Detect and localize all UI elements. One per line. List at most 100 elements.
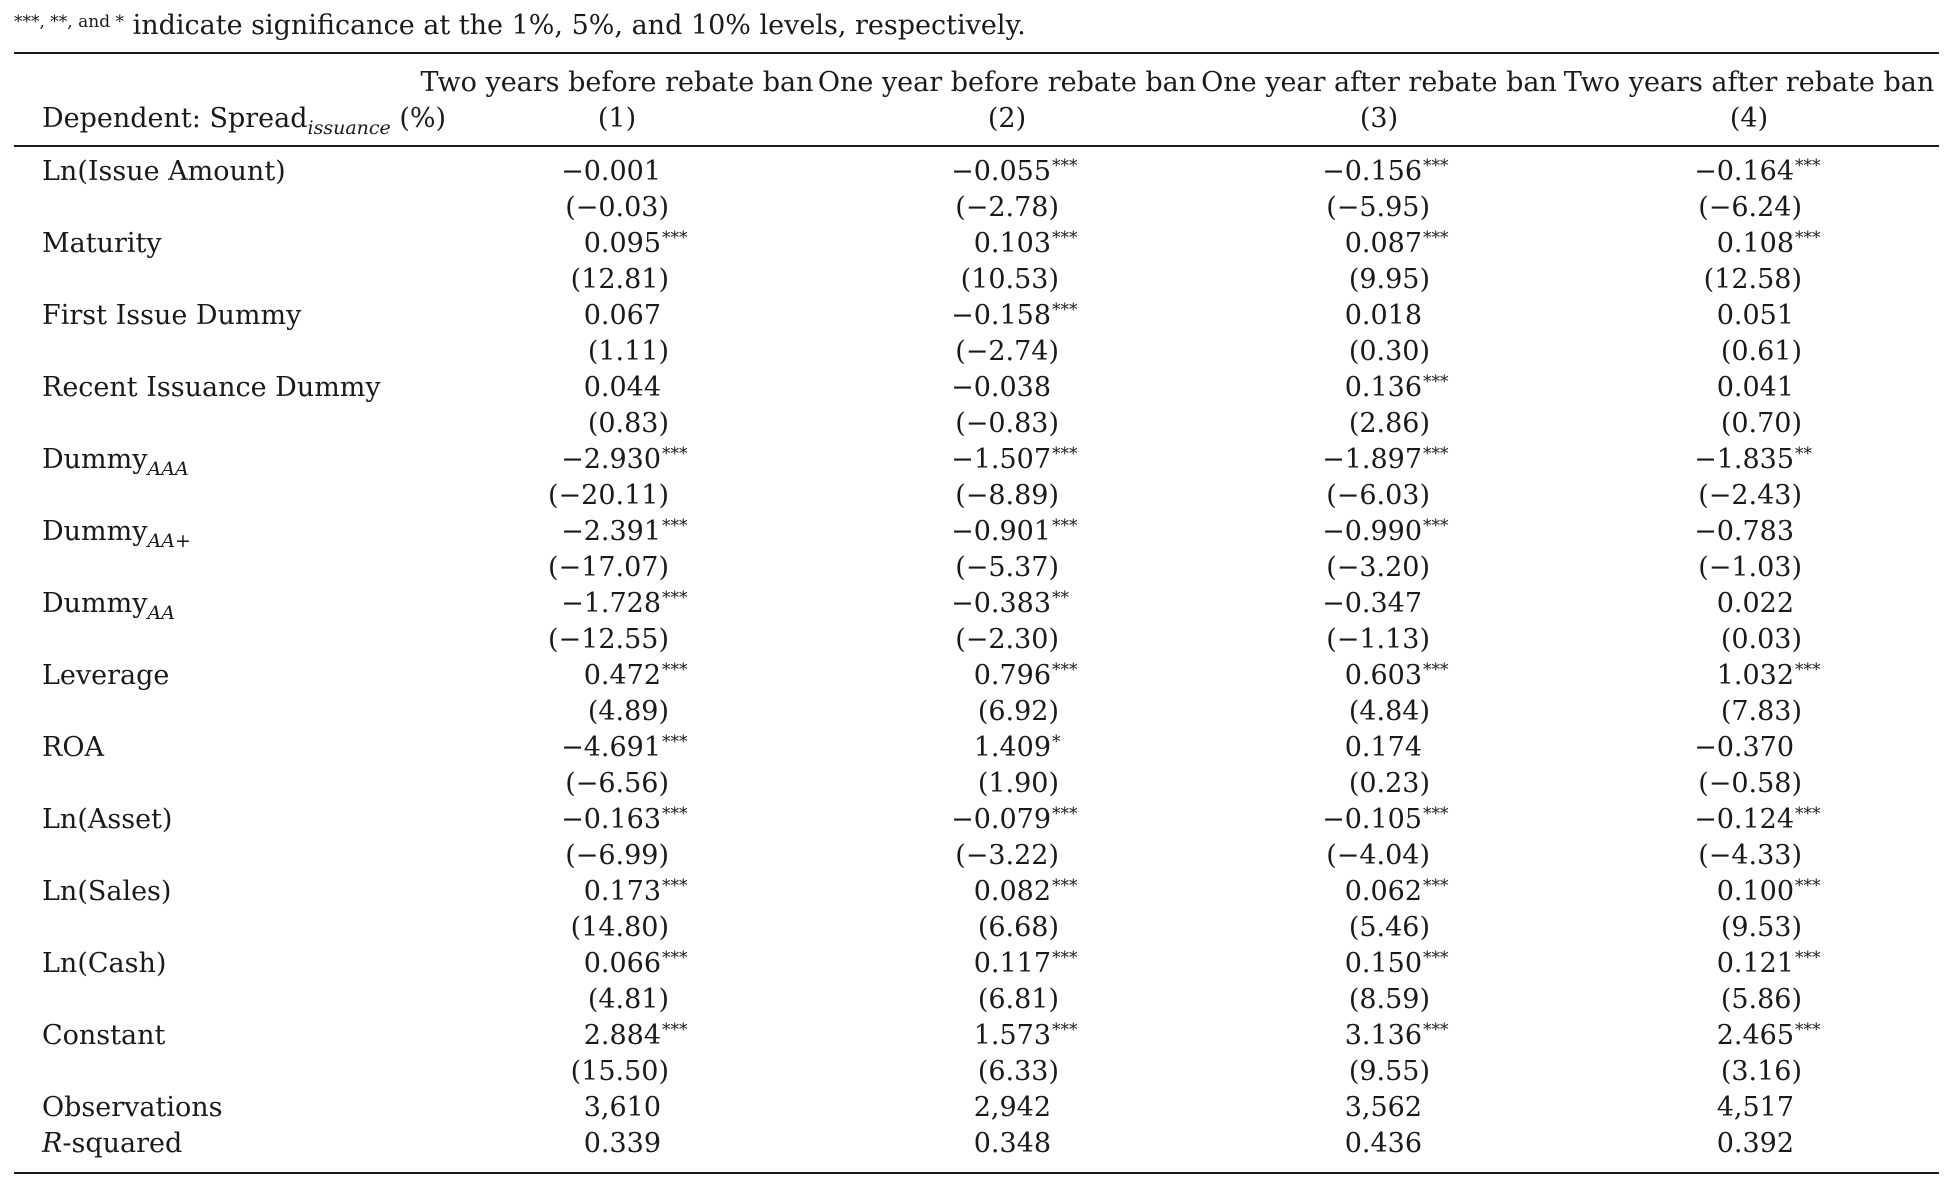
t-statistic-cell: (3.16) xyxy=(1720,1056,1802,1087)
coefficient-cell: −0.124 *** xyxy=(1594,802,1854,838)
coefficient-cell: −0.156 *** xyxy=(1222,154,1482,190)
t-statistic-cell: (15.50) xyxy=(570,1056,669,1087)
t-statistic-cell: (6.68) xyxy=(977,912,1059,943)
statistic-cell: 0.436 xyxy=(1344,1128,1422,1159)
coefficient-cell: −0.383 ** xyxy=(851,586,1111,622)
t-statistic-cell: (7.83) xyxy=(1720,696,1802,727)
t-statistic-cell: (9.95) xyxy=(1348,264,1430,295)
coefficient-cell: −1.897 *** xyxy=(1222,442,1482,478)
row-label: Ln(Asset) xyxy=(42,804,173,835)
statistic-cell: 0.339 xyxy=(583,1128,661,1159)
coefficient-cell: −0.164 *** xyxy=(1594,154,1854,190)
coefficient-cell: 0.018 xyxy=(1344,300,1422,331)
t-statistic-cell: (−2.30) xyxy=(955,624,1059,655)
dependent-variable-label: Dependent: Spreadissuance (%) xyxy=(42,103,447,139)
coefficient-cell: −2.930 *** xyxy=(461,442,721,478)
row-label: ROA xyxy=(42,732,104,763)
significance-stars: ** xyxy=(1795,444,1812,464)
significance-stars: *** xyxy=(1052,444,1078,464)
column-title-3: One year after rebate ban xyxy=(1201,67,1557,98)
significance-stars: *** xyxy=(662,1020,688,1040)
coefficient-cell: 1.409 * xyxy=(851,730,1111,766)
t-statistic-cell: (4.89) xyxy=(587,696,669,727)
header-rule xyxy=(14,145,1939,147)
coefficient-cell: −0.783 xyxy=(1694,516,1794,547)
row-label: Observations xyxy=(42,1092,223,1123)
t-statistic-cell: (−1.13) xyxy=(1326,624,1430,655)
coefficient-cell: 1.573 *** xyxy=(851,1018,1111,1054)
significance-stars: *** xyxy=(1423,228,1449,248)
t-statistic-cell: (0.70) xyxy=(1720,408,1802,439)
coefficient-cell: 0.095 *** xyxy=(461,226,721,262)
t-statistic-cell: (−2.43) xyxy=(1698,480,1802,511)
significance-stars: *** xyxy=(662,588,688,608)
t-statistic-cell: (−5.95) xyxy=(1326,192,1430,223)
t-statistic-cell: (6.92) xyxy=(977,696,1059,727)
row-label: Recent Issuance Dummy xyxy=(42,372,381,403)
significance-stars: *** xyxy=(1795,1020,1821,1040)
significance-stars: *** xyxy=(1423,804,1449,824)
coefficient-cell: 0.174 xyxy=(1344,732,1422,763)
t-statistic-cell: (−0.83) xyxy=(955,408,1059,439)
row-label: R-squared xyxy=(42,1128,183,1159)
row-label: Ln(Issue Amount) xyxy=(42,156,286,187)
significance-stars: *** xyxy=(1795,156,1821,176)
coefficient-cell: 0.136 *** xyxy=(1222,370,1482,406)
coefficient-cell: 0.067 xyxy=(583,300,661,331)
significance-stars: *** xyxy=(1052,300,1078,320)
row-label: Ln(Cash) xyxy=(42,948,167,979)
coefficient-cell: −0.055 *** xyxy=(851,154,1111,190)
coefficient-cell: 0.051 xyxy=(1716,300,1794,331)
coefficient-cell: −0.038 xyxy=(951,372,1051,403)
t-statistic-cell: (5.86) xyxy=(1720,984,1802,1015)
t-statistic-cell: (14.80) xyxy=(570,912,669,943)
coefficient-cell: −0.001 xyxy=(561,156,661,187)
coefficient-cell: −4.691 *** xyxy=(461,730,721,766)
column-number-4: (4) xyxy=(1729,103,1769,134)
coefficient-cell: 0.121 *** xyxy=(1594,946,1854,982)
coefficient-cell: −0.105 *** xyxy=(1222,802,1482,838)
statistic-cell: 2,942 xyxy=(973,1092,1051,1123)
coefficient-cell: −1.728 *** xyxy=(461,586,721,622)
bottom-rule xyxy=(14,1172,1939,1174)
t-statistic-cell: (−2.74) xyxy=(955,336,1059,367)
significance-stars: *** xyxy=(1423,660,1449,680)
t-statistic-cell: (9.53) xyxy=(1720,912,1802,943)
t-statistic-cell: (0.30) xyxy=(1348,336,1430,367)
significance-stars: *** xyxy=(1423,876,1449,896)
significance-stars: *** xyxy=(1795,948,1821,968)
coefficient-cell: 0.082 *** xyxy=(851,874,1111,910)
t-statistic-cell: (1.11) xyxy=(587,336,669,367)
significance-stars: *** xyxy=(1052,1020,1078,1040)
significance-stars: *** xyxy=(1795,804,1821,824)
coefficient-cell: −0.347 xyxy=(1322,588,1422,619)
coefficient-cell: −0.079 *** xyxy=(851,802,1111,838)
t-statistic-cell: (−5.37) xyxy=(955,552,1059,583)
coefficient-cell: 2.465 *** xyxy=(1594,1018,1854,1054)
column-title-1: Two years before rebate ban xyxy=(420,67,814,98)
significance-stars: *** xyxy=(1795,876,1821,896)
significance-stars: *** xyxy=(1795,660,1821,680)
t-statistic-cell: (−8.89) xyxy=(955,480,1059,511)
coefficient-cell: 0.041 xyxy=(1716,372,1794,403)
coefficient-cell: −0.370 xyxy=(1694,732,1794,763)
t-statistic-cell: (1.90) xyxy=(977,768,1059,799)
statistic-cell: 3,562 xyxy=(1344,1092,1422,1123)
t-statistic-cell: (−6.24) xyxy=(1698,192,1802,223)
coefficient-cell: −0.990 *** xyxy=(1222,514,1482,550)
t-statistic-cell: (5.46) xyxy=(1348,912,1430,943)
t-statistic-cell: (4.81) xyxy=(587,984,669,1015)
column-number-3: (3) xyxy=(1359,103,1399,134)
coefficient-cell: 0.117 *** xyxy=(851,946,1111,982)
significance-stars: *** xyxy=(1423,1020,1449,1040)
coefficient-cell: 0.100 *** xyxy=(1594,874,1854,910)
t-statistic-cell: (6.81) xyxy=(977,984,1059,1015)
significance-stars: *** xyxy=(1052,516,1078,536)
row-label: DummyAA+ xyxy=(42,516,191,552)
coefficient-cell: 0.087 *** xyxy=(1222,226,1482,262)
column-number-1: (1) xyxy=(597,103,637,134)
significance-stars: ***, **, and * xyxy=(14,12,124,32)
table-note: ***, **, and * indicate significance at … xyxy=(14,0,1026,44)
coefficient-cell: −1.507 *** xyxy=(851,442,1111,478)
t-statistic-cell: (0.83) xyxy=(587,408,669,439)
